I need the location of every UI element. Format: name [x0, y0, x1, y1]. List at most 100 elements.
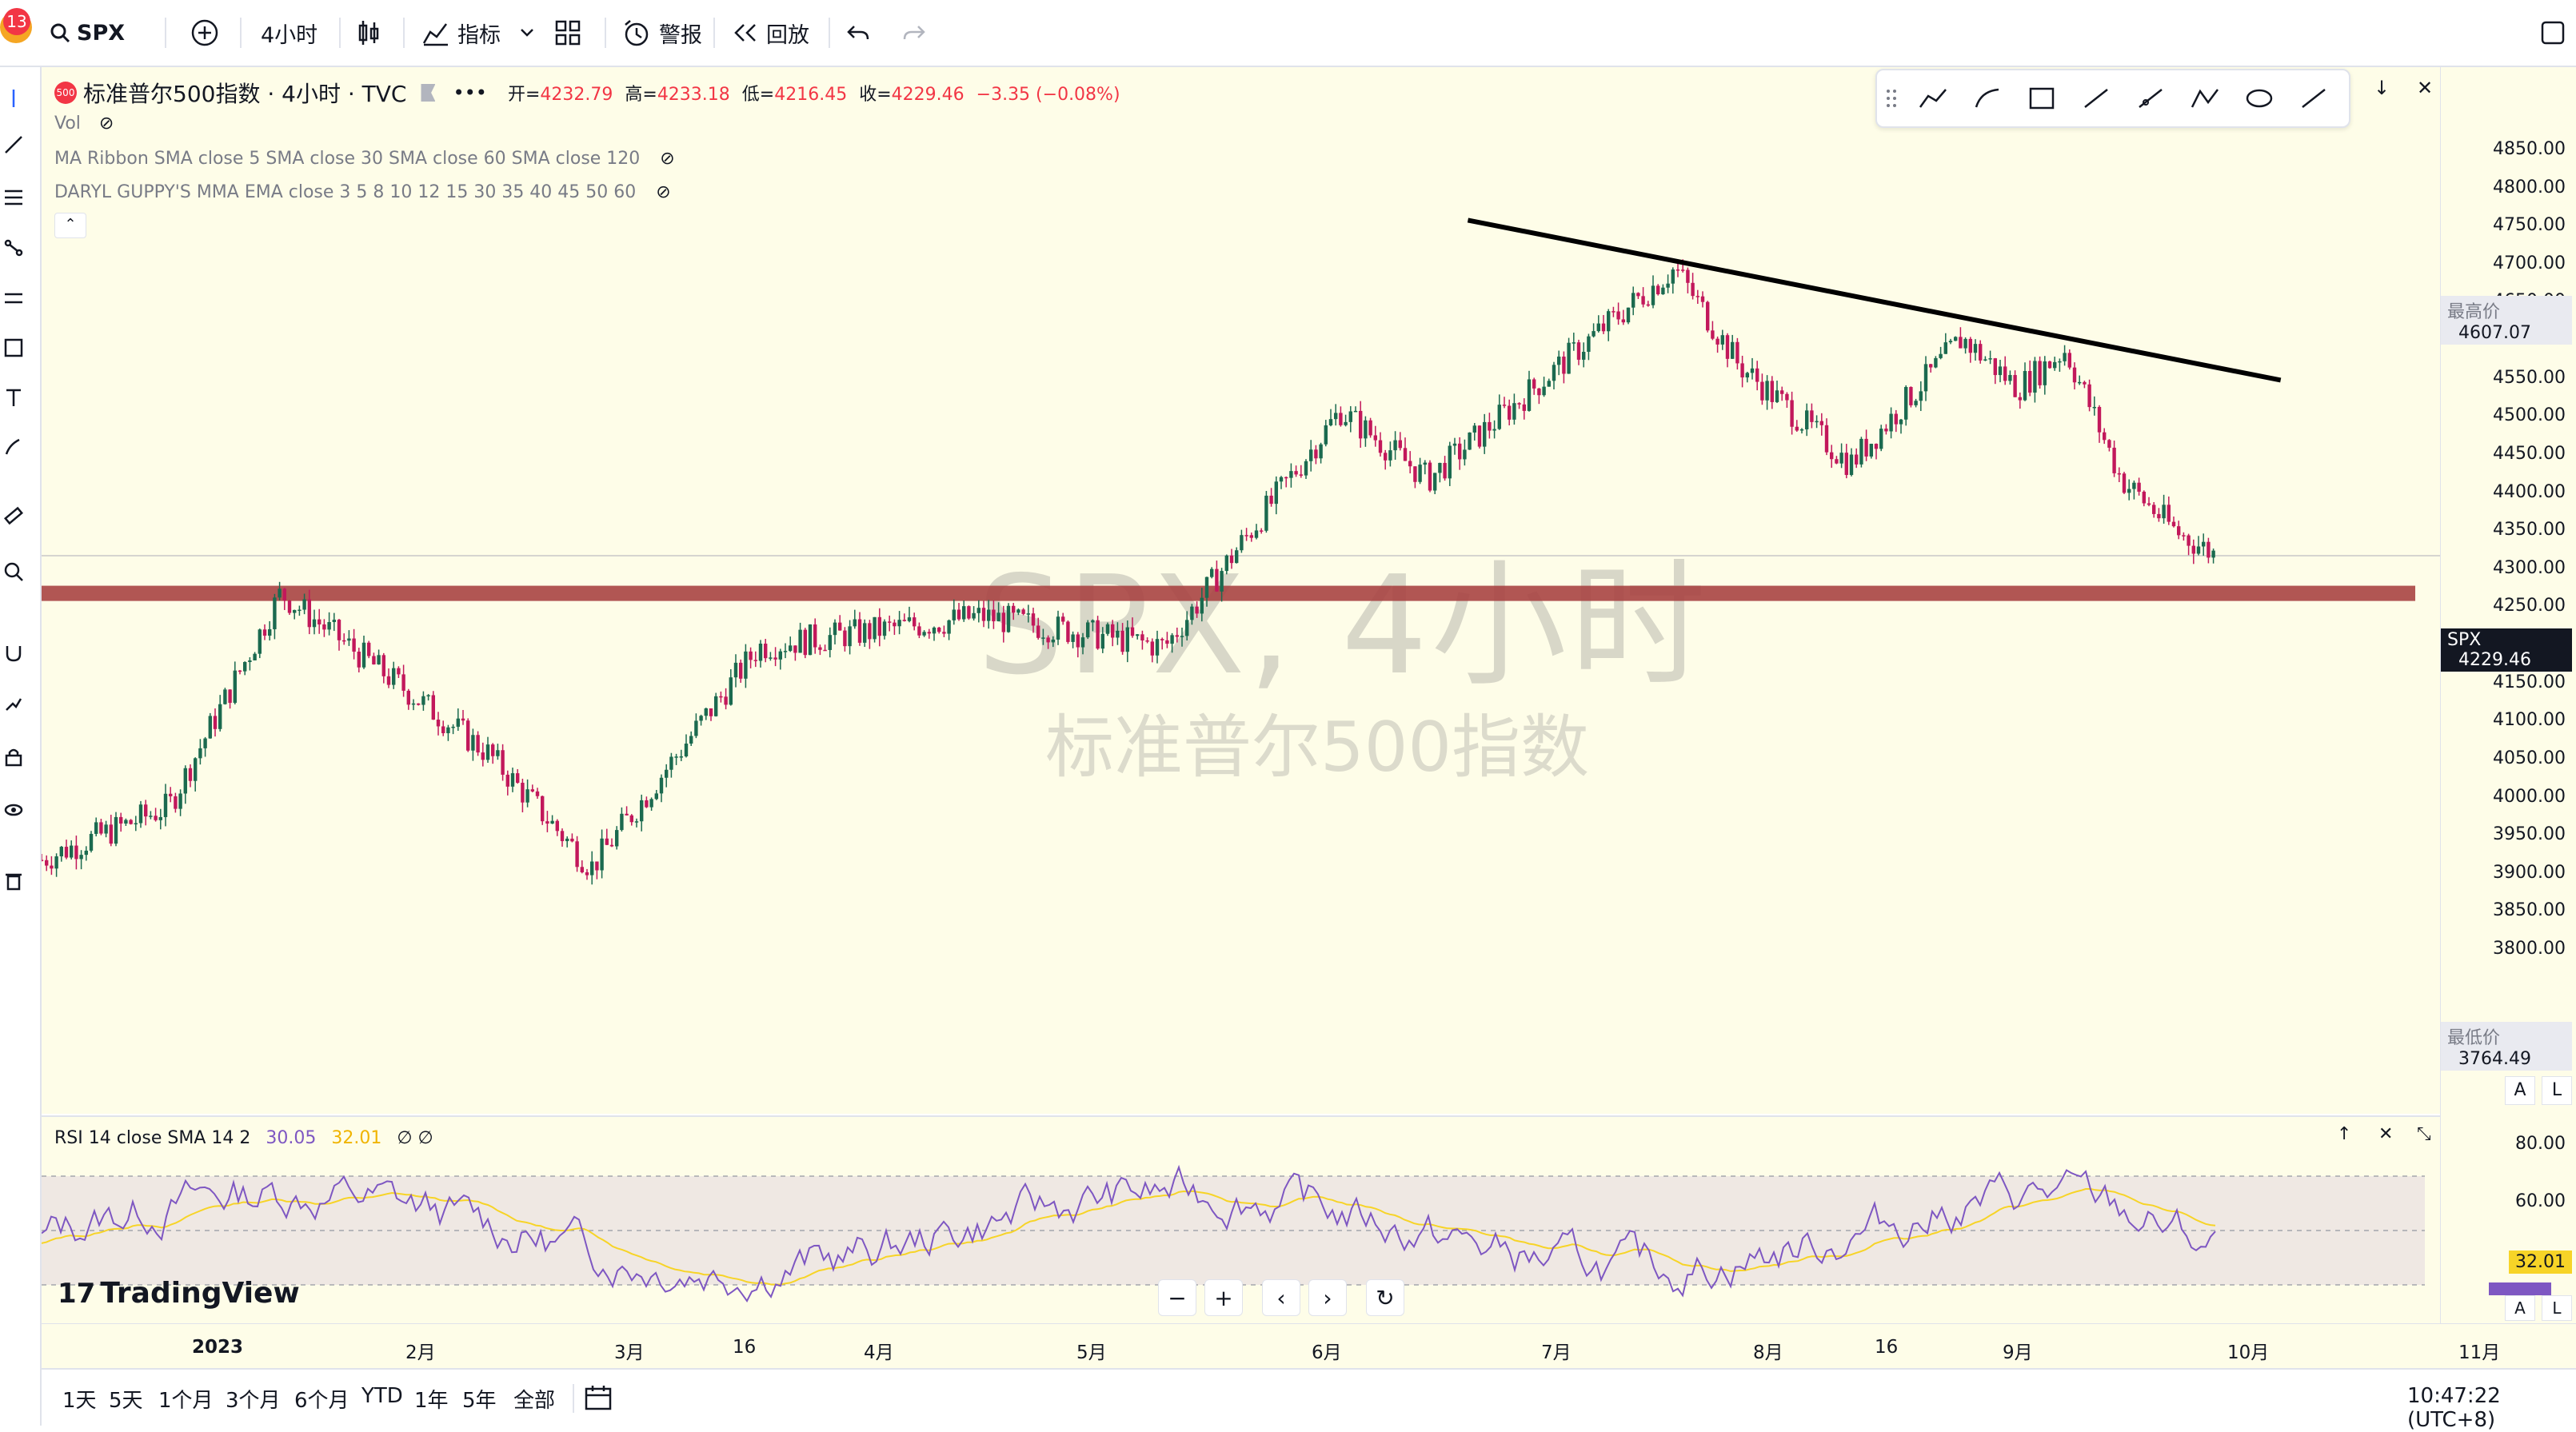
arrow-tool-icon[interactable] [2299, 86, 2328, 110]
eye-hidden-icon[interactable]: ⊘ [656, 182, 671, 202]
replay-button[interactable]: 回放 [731, 14, 809, 51]
candle-body [1547, 381, 1551, 387]
main-chart-pane[interactable]: SPX, 4小时 标准普尔500指数 500 标准普尔500指数 · 4小时 ·… [42, 67, 2440, 1114]
trash-icon[interactable] [3, 870, 24, 891]
candle-body [897, 620, 901, 627]
abcd-pattern-icon[interactable] [2191, 86, 2219, 110]
candle-body [724, 696, 728, 705]
redo-button[interactable] [902, 14, 926, 51]
compare-add-button[interactable] [190, 14, 219, 51]
range-button[interactable]: 1年 [414, 1389, 449, 1413]
ruler-icon[interactable] [3, 505, 24, 526]
scroll-left-button[interactable]: ‹ [1262, 1279, 1300, 1316]
magnet-icon[interactable] [3, 643, 24, 664]
shapes-icon[interactable] [3, 337, 24, 358]
candle-body [2018, 397, 2022, 401]
guppy-legend[interactable]: DARYL GUPPY'S MMA EMA close 3 5 8 10 12 … [54, 182, 671, 202]
candle-body [843, 630, 847, 647]
range-button[interactable]: 6个月 [294, 1389, 349, 1413]
flag-icon[interactable] [421, 84, 436, 102]
range-button[interactable]: YTD [361, 1384, 403, 1408]
zoom-out-button[interactable]: − [1158, 1279, 1196, 1316]
alert-button[interactable]: 警报 [622, 14, 702, 51]
volume-legend[interactable]: Vol ⊘ [54, 114, 114, 134]
rsi-collapse-button[interactable]: ⤡ [2417, 1124, 2431, 1144]
candle-body [1136, 634, 1140, 636]
interval-button[interactable]: 4小时 [261, 22, 318, 48]
window-toggle-icon[interactable] [2540, 14, 2566, 51]
text-icon[interactable] [3, 387, 24, 408]
candle-body [1661, 287, 1665, 295]
ellipse-tool-icon[interactable] [2245, 86, 2274, 110]
collapse-legend-button[interactable]: ⌃ [54, 213, 86, 238]
reset-chart-button[interactable]: ↻ [1366, 1279, 1404, 1316]
series-title[interactable]: 标准普尔500指数 · 4小时 · TVC [83, 81, 407, 107]
candle-body [521, 782, 525, 803]
rsi-close-button[interactable]: ✕ [2378, 1124, 2394, 1144]
candle-body [907, 617, 912, 621]
chart-type-button[interactable] [357, 14, 381, 51]
lock-icon[interactable] [3, 747, 24, 768]
calendar-goto-icon[interactable] [584, 1384, 613, 1411]
candle-body [99, 822, 103, 834]
drag-handle-icon[interactable] [1883, 86, 1899, 110]
candle-body [262, 629, 267, 636]
high-price-tag: 最高价 4607.07 [2441, 296, 2572, 345]
range-button[interactable]: 3个月 [226, 1389, 281, 1413]
indicators-button[interactable]: 指标 [422, 14, 501, 51]
resistance-trendline[interactable] [1467, 217, 2282, 383]
range-button[interactable]: 全部 [513, 1389, 556, 1413]
range-button[interactable]: 1天 [62, 1389, 97, 1413]
candle-body [134, 823, 138, 825]
scroll-right-button[interactable]: › [1308, 1279, 1347, 1316]
chevron-down-icon[interactable] [520, 14, 534, 51]
zoom-in-button[interactable]: + [1204, 1279, 1243, 1316]
support-zone-rect[interactable] [42, 585, 2415, 601]
brush-tool-icon[interactable] [1973, 86, 2002, 110]
forecast-icon[interactable] [3, 288, 24, 309]
zoom-icon[interactable] [3, 561, 24, 582]
rsi-legend[interactable]: RSI 14 close SMA 14 2 30.05 32.01 ∅ ∅ [54, 1128, 433, 1148]
ma-ribbon-legend[interactable]: MA Ribbon SMA close 5 SMA close 30 SMA c… [54, 149, 675, 169]
candle-body [501, 750, 505, 775]
more-icon[interactable]: ••• [453, 82, 487, 104]
ray-tool-icon[interactable] [2136, 86, 2165, 110]
range-button[interactable]: 1个月 [158, 1389, 214, 1413]
eye-hidden-icon[interactable]: ⊘ [98, 114, 114, 134]
hide-drawings-icon[interactable] [3, 800, 24, 820]
trend-line-icon[interactable] [3, 134, 24, 155]
crosshair-icon[interactable] [3, 88, 24, 109]
indicators-label: 指标 [457, 22, 501, 48]
time-axis[interactable]: 2023 2月 3月 16 4月 5月 6月 7月 8月 16 9月 10月 11月 [42, 1323, 2576, 1369]
undo-button[interactable] [846, 14, 870, 51]
stay-drawing-icon[interactable] [3, 694, 24, 715]
rsi-pane[interactable]: RSI 14 close SMA 14 2 30.05 32.01 ∅ ∅ 𝟭𝟳… [42, 1115, 2440, 1325]
brush-icon[interactable] [3, 437, 24, 457]
rsi-up-button[interactable]: ↑ [2337, 1124, 2352, 1144]
rectangle-tool-icon[interactable] [2027, 86, 2056, 110]
layouts-button[interactable] [555, 14, 581, 51]
candle-body [565, 838, 569, 842]
candle-body [188, 768, 193, 781]
range-button[interactable]: 5年 [462, 1389, 497, 1413]
candle-body [491, 744, 495, 756]
price-scale[interactable]: 4850.004800.004750.004700.004650.004550.… [2440, 67, 2576, 1323]
candle-body [1939, 353, 1943, 358]
line-tool-icon[interactable] [1919, 86, 1947, 110]
symbol-search[interactable]: SPX [50, 14, 125, 51]
rsi-auto-button[interactable]: A [2505, 1295, 2535, 1321]
time-label: 7月 [1541, 1342, 1572, 1363]
fib-retracement-icon[interactable] [3, 187, 24, 208]
pane-close-button[interactable]: ✕ [2417, 77, 2434, 99]
eye-hidden-icon[interactable]: ⊘ [660, 149, 675, 169]
pane-down-button[interactable]: ↓ [2374, 77, 2390, 99]
rsi-log-button[interactable]: L [2542, 1295, 2572, 1321]
range-button[interactable]: 5天 [109, 1389, 143, 1413]
candle-body [2187, 535, 2191, 546]
pattern-icon[interactable] [3, 237, 24, 257]
candle-body [1324, 425, 1328, 445]
auto-scale-button[interactable]: A [2505, 1076, 2535, 1105]
log-scale-button[interactable]: L [2542, 1076, 2572, 1105]
trendline-tool-icon[interactable] [2082, 86, 2111, 110]
clock-timezone[interactable]: 10:47:22 (UTC+8) [2407, 1384, 2501, 1432]
